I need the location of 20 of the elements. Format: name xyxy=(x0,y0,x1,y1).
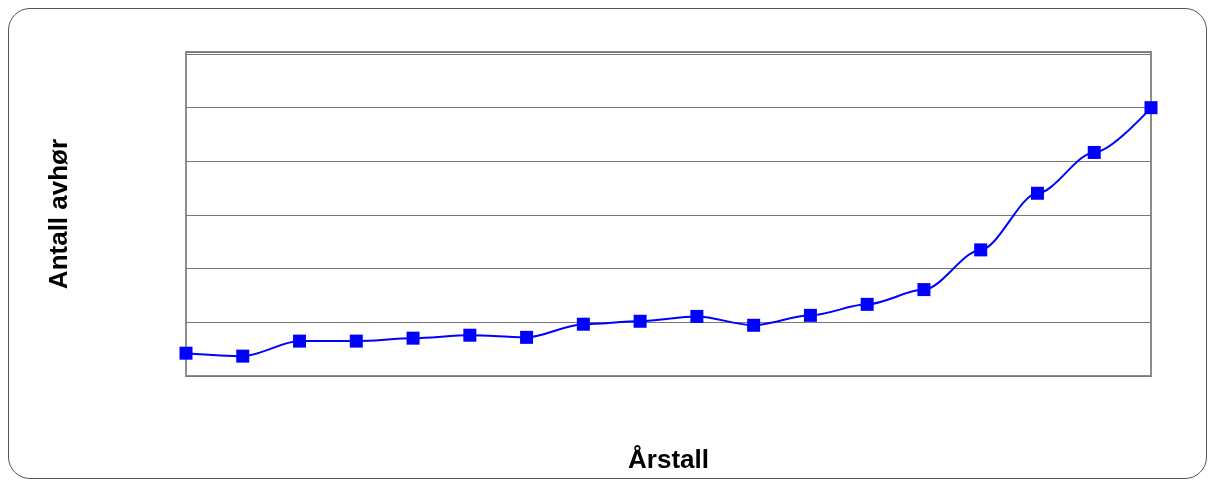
point xyxy=(1087,145,1101,159)
point xyxy=(463,328,477,342)
point xyxy=(747,318,761,332)
point xyxy=(406,331,420,345)
point xyxy=(349,334,363,348)
point xyxy=(236,349,250,363)
point xyxy=(179,346,193,360)
point xyxy=(917,283,931,297)
point xyxy=(576,317,590,331)
point xyxy=(293,334,307,348)
x-axis-title: Årstall xyxy=(628,444,709,474)
point xyxy=(974,243,988,257)
point xyxy=(1144,101,1158,115)
point xyxy=(860,297,874,311)
point xyxy=(803,308,817,322)
y-axis-title: Antall avhør xyxy=(43,138,73,290)
point xyxy=(690,309,704,323)
point xyxy=(1030,186,1044,200)
point xyxy=(633,314,647,328)
point xyxy=(520,330,534,344)
